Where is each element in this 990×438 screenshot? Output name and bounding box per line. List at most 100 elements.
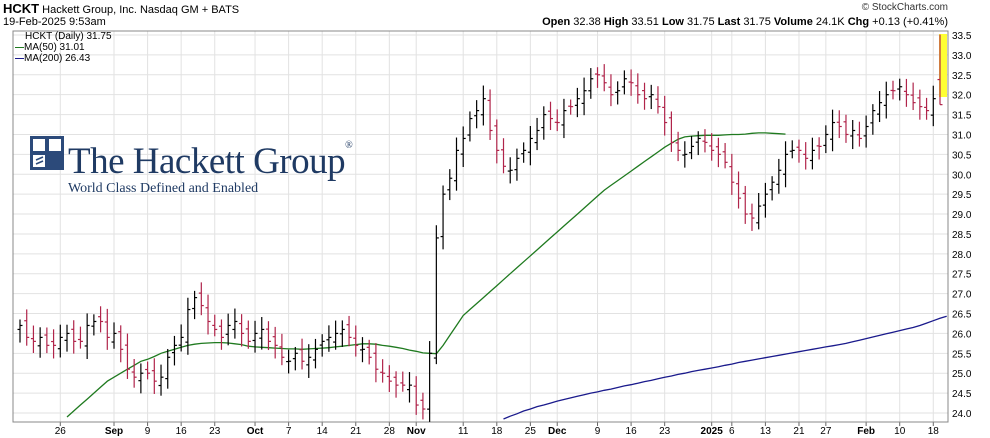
ohlc-bar	[339, 320, 345, 347]
y-tick-label: 31.0	[952, 130, 972, 141]
volume-label: Volume	[773, 16, 813, 28]
ohlc-bar	[548, 101, 554, 131]
x-tick-label: 16	[176, 426, 188, 437]
ohlc-bar	[689, 136, 695, 160]
ohlc-bar	[897, 78, 903, 101]
x-tick-label: 23	[209, 426, 221, 437]
logo-wordmark: The Hackett Group®	[68, 140, 353, 182]
x-tick-label: 14	[317, 426, 329, 437]
ticker-symbol: HCKT	[3, 1, 40, 16]
ohlc-bar	[595, 67, 601, 88]
ohlc-bar	[299, 338, 305, 370]
ohlc-bar	[756, 193, 762, 230]
x-tick-label: 6	[729, 426, 735, 437]
ohlc-bar	[803, 142, 809, 170]
last-value: 31.75	[743, 16, 771, 28]
x-tick-label: 9	[595, 426, 601, 437]
ohlc-bar	[709, 133, 715, 161]
ohlc-bar	[252, 320, 258, 353]
y-axis-labels: 33.5 33.0 32.5 32.0 31.5 31.0 30.5 30.0 29.5 29.0…	[952, 31, 972, 420]
ohlc-bar	[830, 109, 836, 152]
ohlc-bar	[924, 97, 930, 120]
y-tick-label: 24.0	[952, 409, 972, 420]
ohlc-bar	[608, 74, 614, 107]
ohlc-bar	[527, 126, 533, 166]
volume-value: 24.1K	[815, 16, 845, 28]
y-tick-label: 32.5	[952, 71, 972, 82]
ohlc-bar	[259, 317, 265, 350]
x-tick-label: 18	[928, 426, 940, 437]
ohlc-bar	[749, 203, 755, 231]
ohlc-bar	[427, 341, 433, 422]
y-tick-label: 29.0	[952, 210, 972, 221]
ohlc-bar	[487, 89, 493, 141]
ohlc-bar	[91, 314, 97, 336]
ohlc-bar	[453, 137, 459, 191]
ohlc-bar	[648, 84, 654, 110]
ohlc-bar	[413, 376, 419, 415]
ohlc-bar	[77, 326, 83, 349]
x-tick-label: 25	[525, 426, 537, 437]
x-tick-label: 23	[659, 426, 671, 437]
x-tick-label: 21	[350, 426, 362, 437]
ohlc-bar	[218, 319, 224, 350]
ohlc-bar	[850, 119, 856, 150]
ohlc-bar	[937, 34, 943, 106]
ohlc-bar	[796, 139, 802, 163]
ohlc-bar	[474, 100, 480, 129]
ohlc-bar	[171, 335, 177, 366]
ohlc-bar	[57, 324, 63, 358]
ohlc-bar	[64, 324, 70, 352]
ohlc-bar	[621, 70, 627, 95]
x-tick-label: Dec	[548, 426, 567, 437]
y-tick-label: 32.0	[952, 91, 972, 102]
ma200-line	[503, 315, 947, 420]
ohlc-bar	[24, 309, 30, 346]
x-tick-label: 10	[894, 426, 906, 437]
ohlc-bar	[615, 81, 621, 105]
open-value: 32.38	[573, 16, 601, 28]
ohlc-bar	[239, 314, 245, 347]
quote-summary: Open 32.38 High 33.51 Low 31.75 Last 31.…	[542, 16, 948, 28]
y-tick-label: 25.0	[952, 369, 972, 380]
ohlc-bar	[863, 115, 869, 148]
ohlc-bar	[742, 185, 748, 224]
y-tick-label: 33.5	[952, 31, 972, 42]
ohlc-bar	[776, 158, 782, 194]
ohlc-bar	[655, 86, 661, 114]
ohlc-bar	[561, 98, 567, 139]
x-tick-label: 27	[820, 426, 832, 437]
ma50-line	[66, 132, 786, 418]
ohlc-bar	[17, 319, 23, 343]
ohlc-bar	[124, 333, 130, 379]
ohlc-bar	[642, 82, 648, 110]
x-tick-label: 7	[286, 426, 292, 437]
ohlc-bar	[521, 142, 527, 163]
y-tick-label: 26.5	[952, 310, 972, 321]
ohlc-bar	[420, 392, 426, 420]
ohlc-bar	[359, 337, 365, 363]
ohlc-bar	[501, 138, 507, 174]
chart-timestamp: 19-Feb-2025 9:53am	[3, 16, 106, 28]
x-tick-label: 11	[458, 426, 469, 437]
y-tick-label: 26.0	[952, 329, 972, 340]
ohlc-bar	[366, 339, 372, 365]
y-tick-label: 27.0	[952, 290, 972, 301]
ohlc-bar	[903, 78, 909, 107]
y-tick-label: 31.5	[952, 111, 972, 122]
hackett-logo-icon	[30, 136, 64, 170]
company-name: Hackett Group, Inc. Nasdaq GM + BATS	[42, 4, 240, 16]
legend-ma200-text: MA(200) 26.43	[24, 53, 91, 64]
ohlc-bar	[870, 104, 876, 135]
ohlc-bar	[192, 290, 198, 320]
ohlc-bar	[30, 325, 36, 354]
ohlc-bar	[789, 140, 795, 159]
ohlc-bar	[145, 361, 151, 380]
legend-price-text: HCKT (Daily) 31.75	[25, 31, 112, 42]
low-label: Low	[661, 16, 684, 28]
ohlc-bar	[178, 324, 184, 352]
ohlc-bar	[635, 73, 641, 104]
ohlc-bar	[44, 327, 50, 354]
change-label: Chg	[847, 16, 870, 28]
ohlc-bar	[883, 81, 889, 119]
